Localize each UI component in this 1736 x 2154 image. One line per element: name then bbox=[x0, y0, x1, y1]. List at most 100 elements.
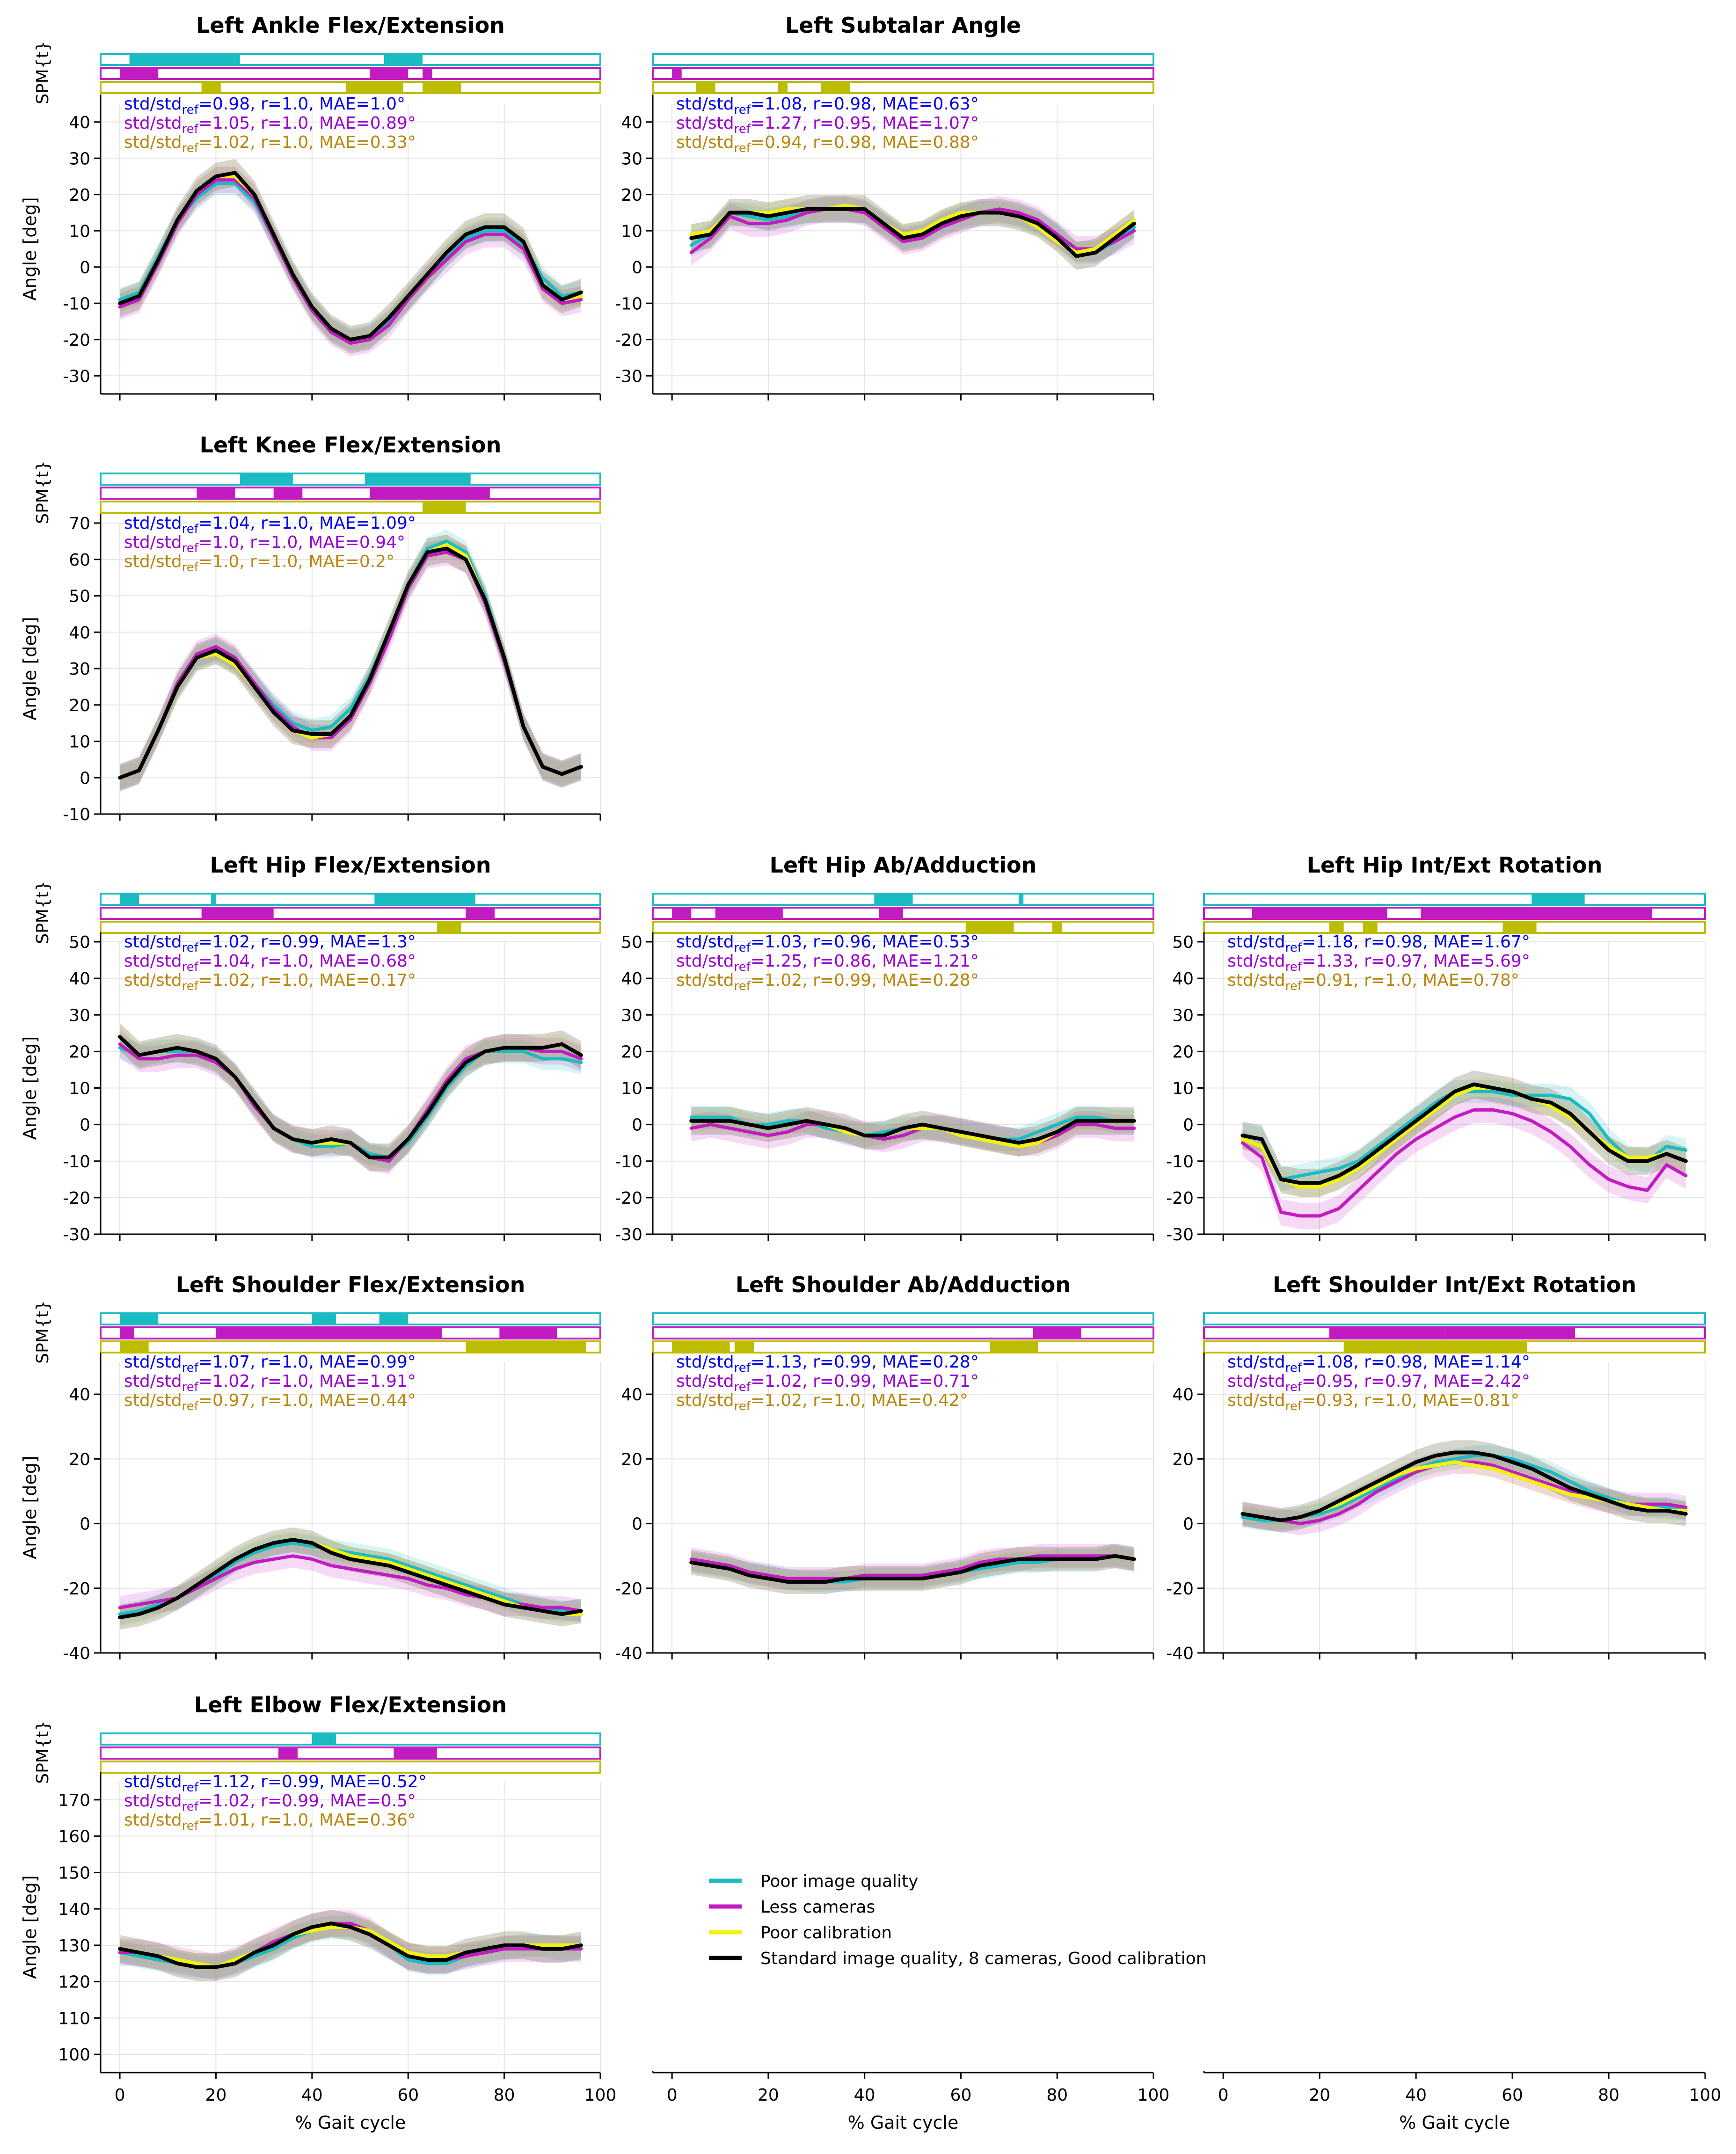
spm-cluster bbox=[821, 82, 850, 93]
y-tick-label: -20 bbox=[615, 1579, 642, 1599]
spm-track bbox=[1203, 893, 1706, 906]
spm-cluster bbox=[1444, 1327, 1575, 1339]
legend-label: Less cameras bbox=[760, 1898, 875, 1917]
x-axis-title: % Gait cycle bbox=[1399, 2112, 1510, 2133]
series-line bbox=[1240, 1450, 1688, 1522]
y-tick-label: 40 bbox=[69, 623, 90, 642]
spm-cluster bbox=[273, 488, 303, 499]
confidence-band bbox=[120, 534, 581, 792]
stats-line: std/stdref=1.0, r=1.0, MAE=0.94° bbox=[124, 533, 405, 555]
y-tick-label: 10 bbox=[69, 222, 90, 241]
y-tick-label: 10 bbox=[1172, 1079, 1194, 1099]
y-tick-label: 20 bbox=[69, 1042, 90, 1062]
confidence-band bbox=[120, 1036, 581, 1169]
spm-cluster bbox=[466, 1341, 586, 1353]
chart-panel: Left Hip Int/Ext Rotation -30 -20 -10 0 10 20 3… bbox=[1166, 852, 1706, 1244]
chart-panel: Left Ankle Flex/Extension SPM{t} -30 -20 -10… bbox=[20, 13, 601, 400]
confidence-band bbox=[691, 1543, 1134, 1594]
y-tick-label: 40 bbox=[69, 113, 90, 132]
y-tick-label: 10 bbox=[621, 222, 642, 241]
spm-cluster bbox=[1033, 1327, 1081, 1339]
x-tick-label: 100 bbox=[584, 2086, 617, 2105]
series-line bbox=[1240, 1086, 1688, 1189]
spm-cluster bbox=[120, 1313, 159, 1324]
spm-track bbox=[100, 921, 601, 934]
spm-track bbox=[100, 487, 601, 500]
spm-track bbox=[652, 921, 1154, 934]
y-tick-label: 70 bbox=[69, 514, 90, 533]
stats-line: std/stdref=1.08, r=0.98, MAE=1.14° bbox=[1227, 1353, 1530, 1375]
y-tick-label: 0 bbox=[80, 1515, 90, 1534]
stats-line: std/stdref=1.02, r=0.99, MAE=1.3° bbox=[124, 932, 416, 955]
series-line bbox=[689, 1119, 1136, 1145]
y-tick-label: -20 bbox=[615, 331, 642, 350]
confidence-band bbox=[120, 1532, 581, 1625]
chart-title: Left Hip Ab/Adduction bbox=[770, 852, 1037, 878]
spm-cluster bbox=[370, 68, 408, 79]
y-tick-label: -30 bbox=[615, 367, 642, 386]
x-axis-title: % Gait cycle bbox=[848, 2112, 959, 2133]
x-tick-label: 100 bbox=[1138, 2086, 1170, 2105]
series-line bbox=[1240, 1454, 1688, 1522]
stats-line: std/stdref=1.02, r=0.99, MAE=0.71° bbox=[676, 1372, 979, 1394]
y-axis-title: Angle [deg] bbox=[20, 1455, 40, 1559]
stats-line: std/stdref=1.12, r=0.99, MAE=0.52° bbox=[124, 1772, 427, 1795]
y-tick-label: 40 bbox=[1172, 1385, 1194, 1404]
y-tick-label: 20 bbox=[1172, 1450, 1194, 1469]
y-tick-label: -30 bbox=[63, 1225, 90, 1244]
spm-cluster bbox=[672, 908, 692, 919]
y-tick-label: 0 bbox=[80, 1116, 90, 1135]
stats-line: std/stdref=0.93, r=1.0, MAE=0.81° bbox=[1227, 1391, 1519, 1413]
y-tick-label: 30 bbox=[621, 149, 642, 168]
spm-cluster bbox=[197, 488, 235, 499]
spm-cluster bbox=[672, 1341, 730, 1353]
y-tick-label: 20 bbox=[621, 1042, 642, 1062]
chart-panel: Left Shoulder Flex/Extension SPM{t} -40 -20… bbox=[20, 1272, 601, 1663]
spm-cluster bbox=[120, 894, 139, 905]
spm-cluster bbox=[696, 82, 715, 93]
y-tick-label: -10 bbox=[63, 1152, 90, 1172]
y-tick-label: 0 bbox=[1183, 1116, 1194, 1135]
y-tick-label: 50 bbox=[69, 933, 90, 952]
y-tick-label: 170 bbox=[58, 1791, 90, 1810]
y-tick-label: -10 bbox=[63, 805, 90, 824]
y-tick-label: 0 bbox=[632, 1515, 642, 1534]
y-tick-label: -40 bbox=[1166, 1644, 1194, 1663]
stats-line: std/stdref=1.33, r=0.97, MAE=5.69° bbox=[1227, 952, 1530, 974]
x-tick-label: 40 bbox=[301, 2086, 323, 2105]
spm-cluster bbox=[1252, 908, 1387, 919]
y-tick-label: 150 bbox=[58, 1863, 90, 1883]
y-tick-label: 50 bbox=[1172, 933, 1194, 952]
spm-cluster bbox=[672, 68, 682, 79]
stats-line: std/stdref=0.95, r=0.97, MAE=2.42° bbox=[1227, 1372, 1530, 1394]
x-tick-label: 80 bbox=[1598, 2086, 1619, 2105]
stats-line: std/stdref=1.04, r=1.0, MAE=1.09° bbox=[124, 514, 416, 536]
y-tick-label: 10 bbox=[69, 733, 90, 752]
y-tick-label: 40 bbox=[1172, 969, 1194, 989]
series-line bbox=[118, 1538, 583, 1619]
y-tick-label: 60 bbox=[69, 551, 90, 570]
y-tick-label: -10 bbox=[615, 294, 642, 313]
y-tick-label: 30 bbox=[69, 1006, 90, 1025]
y-tick-label: -30 bbox=[615, 1225, 642, 1244]
spm-cluster bbox=[370, 488, 490, 499]
chart-panel: Left Knee Flex/Extension SPM{t} -10 0 10 20 30… bbox=[20, 432, 601, 824]
spm-cluster bbox=[394, 1747, 437, 1759]
y-tick-label: 20 bbox=[69, 696, 90, 715]
spm-cluster bbox=[1532, 894, 1585, 905]
spm-track bbox=[652, 1312, 1154, 1325]
y-tick-label: -20 bbox=[1166, 1189, 1194, 1208]
stats-line: std/stdref=0.97, r=1.0, MAE=0.44° bbox=[124, 1391, 416, 1413]
chart-title: Left Shoulder Flex/Extension bbox=[176, 1272, 525, 1297]
x-tick-label: 20 bbox=[758, 2086, 779, 2105]
spm-track bbox=[652, 53, 1154, 66]
chart-title: Left Hip Flex/Extension bbox=[210, 852, 491, 878]
stats-line: std/stdref=1.02, r=1.0, MAE=1.91° bbox=[124, 1372, 416, 1394]
stats-line: std/stdref=0.98, r=1.0, MAE=1.0° bbox=[124, 95, 405, 117]
spm-cluster bbox=[437, 922, 461, 933]
y-tick-label: 160 bbox=[58, 1827, 90, 1847]
chart-title: Left Knee Flex/Extension bbox=[200, 432, 502, 458]
y-tick-label: 40 bbox=[621, 1385, 642, 1404]
spm-cluster bbox=[120, 1327, 134, 1339]
spm-axis-label: SPM{t} bbox=[33, 460, 52, 524]
